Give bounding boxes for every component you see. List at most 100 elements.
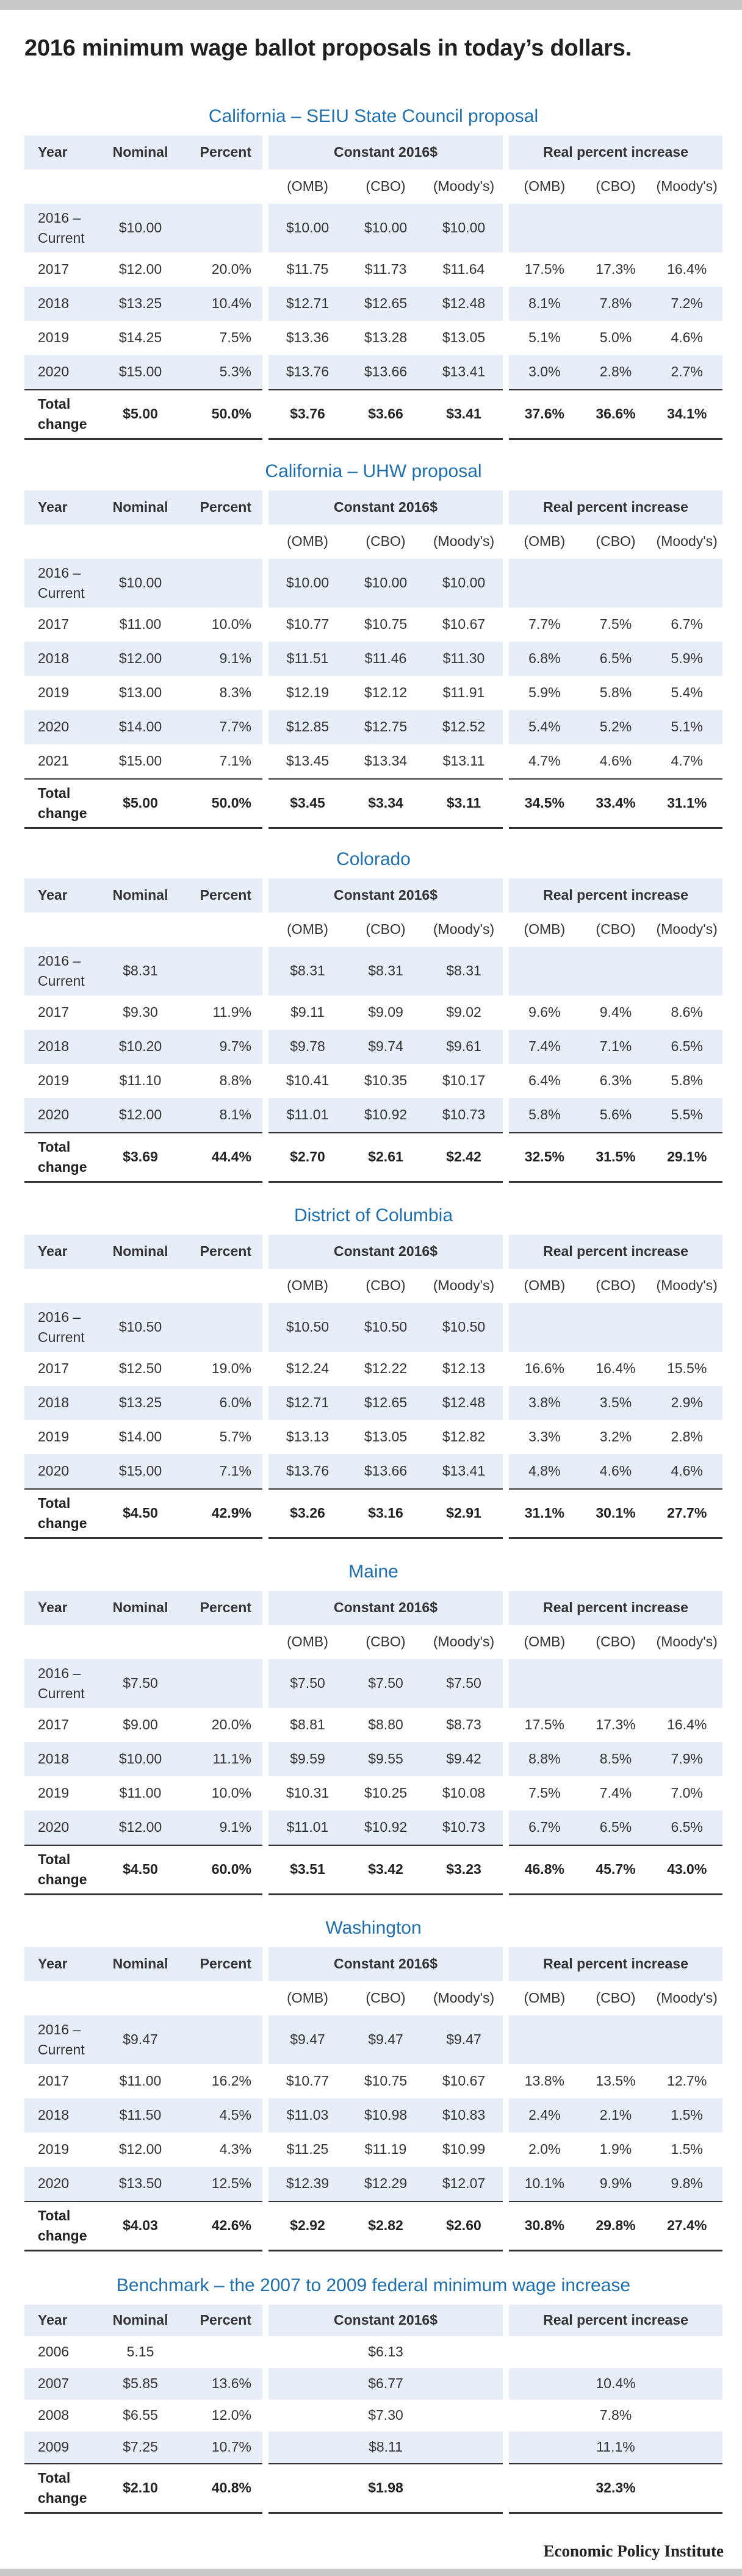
total-group-nominal: Total change $4.03 42.6% <box>24 2201 262 2250</box>
row-constant: $10.73 <box>442 1107 486 1123</box>
row-nominal: $10.00 <box>118 1751 162 1767</box>
row-real: 6.7% <box>671 616 703 633</box>
row-constant: $13.45 <box>286 753 330 769</box>
row-year: 2009 <box>38 2439 70 2455</box>
row-constant: $10.75 <box>364 2073 408 2089</box>
total-row: Total change $3.69 44.4% $2.70 $2.61 $2.42 32.5… <box>24 1132 722 1181</box>
table-row: 2020 $14.00 7.7% $12.85 $12.75 $12.52 5.4% 5.2%… <box>24 710 722 744</box>
row-percent: 7.5% <box>219 329 251 346</box>
row-real: 2.0% <box>528 2141 561 2158</box>
row-group-constant: $11.75 $11.73 $11.64 <box>268 253 503 287</box>
current-constant: $10.00 <box>286 220 330 236</box>
row-group-nominal: 2019 $13.00 8.3% <box>24 676 262 710</box>
row-year: 2021 <box>38 753 70 769</box>
row-group-constant: $11.01 $10.92 $10.73 <box>268 1098 503 1132</box>
subheader-moodys: (Moody's) <box>656 1990 718 2006</box>
row-year: 2006 <box>38 2344 70 2360</box>
current-label-line1: 2016 – <box>38 2021 81 2037</box>
row-group-real: 13.8% 13.5% 12.7% <box>509 2064 722 2098</box>
header-nominal: Nominal <box>112 499 168 515</box>
row-year: 2018 <box>38 2107 70 2123</box>
row-constant: $10.31 <box>286 1785 330 1801</box>
total-group-constant: $3.26 $3.16 $2.91 <box>268 1488 503 1537</box>
rule-mid <box>268 438 503 440</box>
total-real: 34.1% <box>667 406 707 422</box>
table-row: 2018 $10.20 9.7% $9.78 $9.74 $9.61 7.4% 7.1% 6.5… <box>24 1030 722 1064</box>
row-constant: $13.66 <box>364 1463 408 1479</box>
row-percent: 4.5% <box>219 2107 251 2123</box>
row-real: 4.7% <box>528 753 561 769</box>
row-year: 2017 <box>38 1004 70 1021</box>
subheader-moodys: (Moody's) <box>433 1277 495 1294</box>
row-real: 5.1% <box>671 719 703 735</box>
current-label-line2: Current <box>38 1329 85 1345</box>
row-constant: $10.73 <box>442 1819 486 1835</box>
current-constant: $10.00 <box>442 575 486 591</box>
row-real: 2.1% <box>599 2107 632 2123</box>
header-year: Year <box>38 1243 68 1260</box>
row-group-constant: $8.11 <box>268 2431 503 2463</box>
current-constant: $10.00 <box>442 220 486 236</box>
row-group-real: 10.4% <box>509 2368 722 2400</box>
header-group-nominal: Year Nominal Percent <box>24 135 262 170</box>
current-label: 2016 – Current <box>24 559 98 608</box>
row-real: 5.8% <box>528 1107 561 1123</box>
row-real: 6.7% <box>528 1819 561 1835</box>
row-group-nominal: 2020 $14.00 7.7% <box>24 710 262 744</box>
row-constant: $10.99 <box>442 2141 486 2158</box>
row-group-nominal: 2020 $15.00 7.1% <box>24 1454 262 1488</box>
total-label-line1: Total <box>38 2469 71 2486</box>
subheader-omb: (OMB) <box>524 1990 566 2006</box>
subheader-cbo: (CBO) <box>366 1634 406 1650</box>
total-group-real: 31.1% 30.1% 27.7% <box>509 1488 722 1537</box>
proposal-table: Washington Year Nominal Percent Constant 201… <box>24 1909 722 2251</box>
current-constant: $9.47 <box>290 2031 325 2048</box>
total-constant: $3.11 <box>446 795 481 811</box>
row-constant: $10.08 <box>442 1785 486 1801</box>
table-row: 2020 $12.00 9.1% $11.01 $10.92 $10.73 6.7% 6.5%… <box>24 1810 722 1845</box>
row-real: 4.6% <box>599 753 632 769</box>
row-real: 5.4% <box>671 684 703 701</box>
header-nominal: Nominal <box>112 1599 168 1616</box>
row-percent: 10.0% <box>211 1785 251 1801</box>
total-percent: 42.6% <box>211 2217 251 2234</box>
total-real: 27.7% <box>667 1505 707 1521</box>
row-group-real: 10.1% 9.9% 9.8% <box>509 2167 722 2201</box>
table-bottom-rule <box>24 1893 722 1895</box>
row-constant: $9.55 <box>368 1751 403 1767</box>
current-constant: $10.00 <box>364 220 408 236</box>
current-label: 2016 – Current <box>24 1303 98 1352</box>
total-constant: $3.42 <box>368 1861 403 1878</box>
table-row: 2008 $6.55 12.0% $7.30 7.8% <box>24 2400 722 2431</box>
row-percent: 5.7% <box>219 1429 251 1445</box>
header-group-real: Real percent increase <box>509 2305 722 2336</box>
total-constant: $2.91 <box>446 1505 481 1521</box>
header-year: Year <box>38 144 68 160</box>
rule-left <box>24 1181 262 1183</box>
row-real: 16.4% <box>667 261 707 278</box>
current-group-nominal: 2016 – Current $8.31 <box>24 947 262 996</box>
row-real: 16.4% <box>667 1717 707 1733</box>
row-percent: 19.0% <box>211 1360 251 1377</box>
row-constant: $9.74 <box>368 1038 403 1055</box>
table-row: 2019 $14.25 7.5% $13.36 $13.28 $13.05 5.1% 5.0%… <box>24 321 722 355</box>
row-real: 2.4% <box>528 2107 561 2123</box>
subheader-moodys: (Moody's) <box>656 1277 718 1294</box>
publisher-credit: Economic Policy Institute <box>543 2542 724 2560</box>
subheader-group-real: (OMB) (CBO) (Moody's) <box>509 525 722 559</box>
row-real: 5.2% <box>599 719 632 735</box>
row-real: 1.5% <box>671 2107 703 2123</box>
row-nominal: $15.00 <box>118 1463 162 1479</box>
total-real: 32.5% <box>524 1149 564 1165</box>
subheader-cbo: (CBO) <box>366 1277 406 1294</box>
subheader-omb: (OMB) <box>287 178 328 195</box>
subheader-omb: (OMB) <box>524 178 566 195</box>
row-percent: 10.7% <box>211 2439 251 2455</box>
total-constant: $2.61 <box>368 1149 403 1165</box>
row-group-real: 4.8% 4.6% 4.6% <box>509 1454 722 1488</box>
total-label: Total change <box>24 1133 98 1181</box>
current-label-line1: 2016 – <box>38 564 81 581</box>
table-row: 2018 $13.25 10.4% $12.71 $12.65 $12.48 8.1% 7.8… <box>24 287 722 321</box>
row-constant: $11.01 <box>286 1107 329 1123</box>
current-group-nominal: 2016 – Current $9.47 <box>24 2015 262 2064</box>
